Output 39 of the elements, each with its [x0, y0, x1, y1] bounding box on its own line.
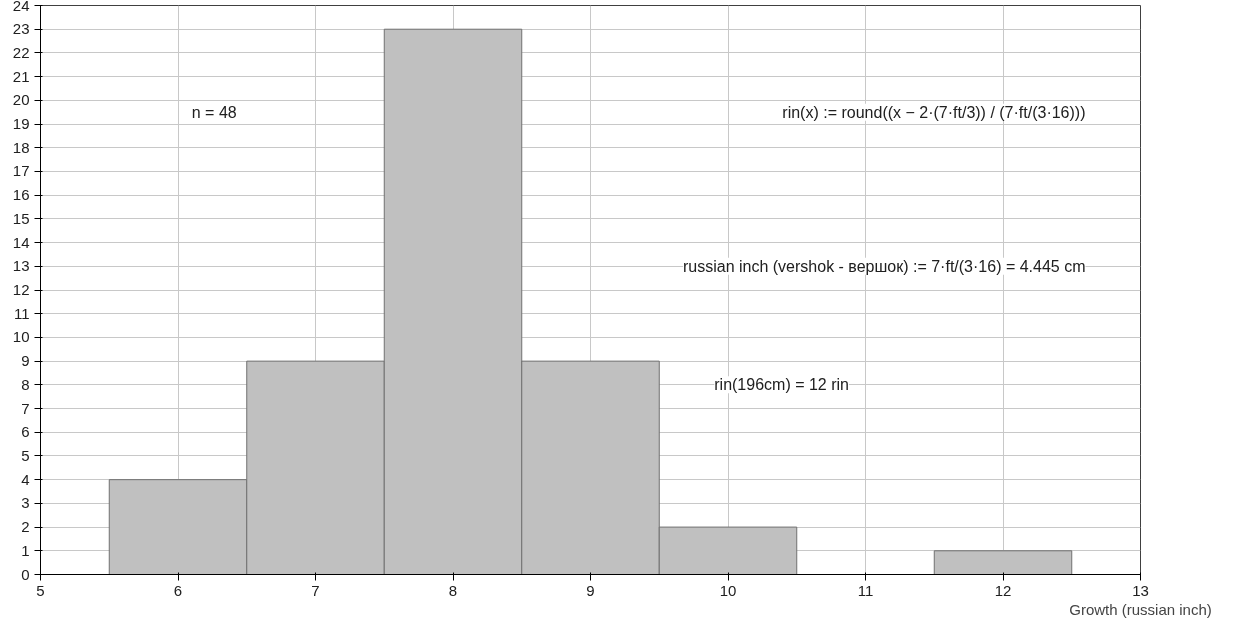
x-tick-label: 12: [994, 581, 1012, 599]
x-tick-label: 13: [1132, 581, 1149, 599]
y-tick-label: 23: [12, 20, 30, 38]
y-tick-label: 4: [21, 470, 30, 488]
y-tick-label: 5: [21, 446, 30, 464]
x-tick-label: 7: [311, 581, 320, 599]
y-tick-label: 1: [21, 541, 30, 559]
annotation: rin(x) := round((x − 2·(7·ft/3)) / (7·ft/(3·16))): [782, 103, 1086, 121]
y-tick-label: 10: [12, 328, 30, 346]
y-tick-label: 9: [21, 352, 30, 370]
y-tick-label: 14: [12, 233, 30, 251]
y-tick-label: 15: [12, 209, 30, 227]
y-tick-label: 22: [12, 43, 30, 61]
y-tick-label: 20: [12, 91, 30, 109]
y-tick-label: 0: [21, 565, 30, 583]
x-tick-label: 11: [857, 581, 874, 599]
y-tick-label: 11: [13, 304, 30, 322]
y-tick-label: 8: [21, 375, 30, 393]
y-tick-label: 16: [12, 186, 30, 204]
annotation: rin(196cm) = 12 rin: [714, 376, 849, 394]
y-tick-label: 19: [12, 115, 30, 133]
annotation: russian inch (vershok - вершок) := 7·ft/(3·16) = 4.445 cm: [682, 257, 1086, 275]
x-tick-label: 10: [719, 581, 737, 599]
y-tick-label: 7: [21, 399, 30, 417]
y-tick-label: 2: [21, 518, 30, 536]
y-tick-label: 6: [21, 423, 30, 441]
y-tick-label: 3: [21, 494, 30, 512]
y-tick-label: 13: [12, 257, 30, 275]
x-tick-label: 8: [448, 581, 458, 599]
y-tick-label: 17: [12, 162, 30, 180]
y-tick-label: 24: [12, 0, 30, 14]
x-tick-label: 9: [586, 581, 595, 599]
annotation: n = 48: [191, 103, 237, 121]
y-tick-label: 18: [12, 138, 30, 156]
x-tick-label: 5: [36, 581, 45, 599]
y-tick-label: 21: [12, 67, 30, 85]
x-axis-title: Growth (russian inch): [1069, 600, 1212, 618]
x-tick-label: 6: [173, 581, 183, 599]
y-tick-label: 12: [12, 281, 30, 298]
